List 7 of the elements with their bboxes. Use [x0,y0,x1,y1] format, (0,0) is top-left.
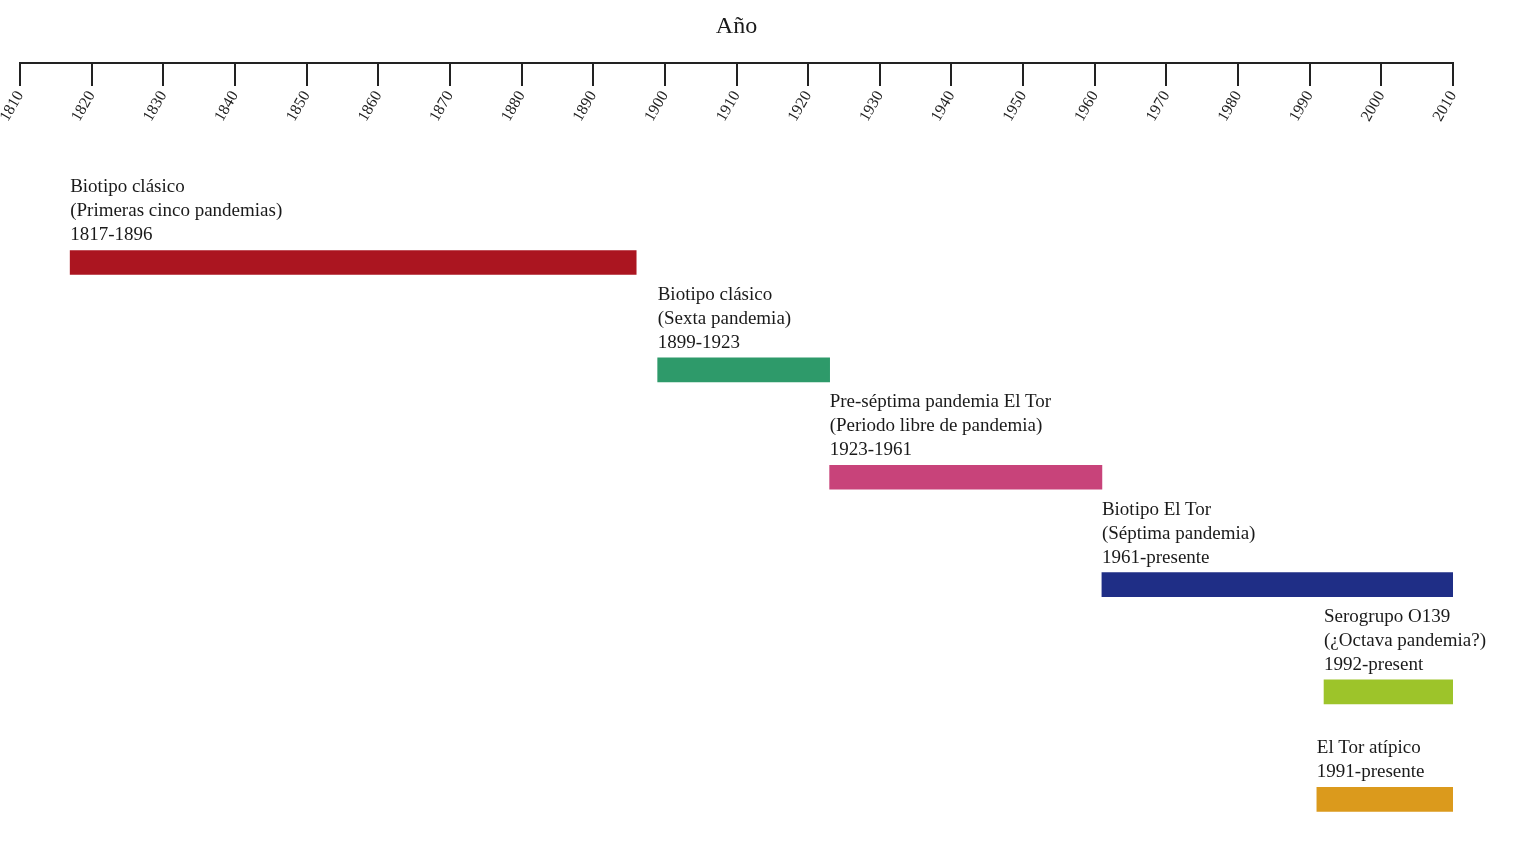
annotation: Serogrupo O139 (¿Octava pandemia?) 1992-present [1324,604,1486,674]
x-axis-title: Año [715,11,758,38]
annotation: Pre-séptima pandemia El Tor (Periodo libre de pandemia) 1923-1961 [829,390,1052,460]
annotation: Biotipo clásico (Primeras cinco pandemias) 1817-1896 [70,175,283,245]
annotation: El Tor atípico 1991-presente [1316,736,1425,782]
annotation: Biotipo clásico (Sexta pandemia) 1899-1923 [657,282,792,352]
annotation: Biotipo El Tor (Séptima pandemia) 1961-presente [1101,497,1256,567]
